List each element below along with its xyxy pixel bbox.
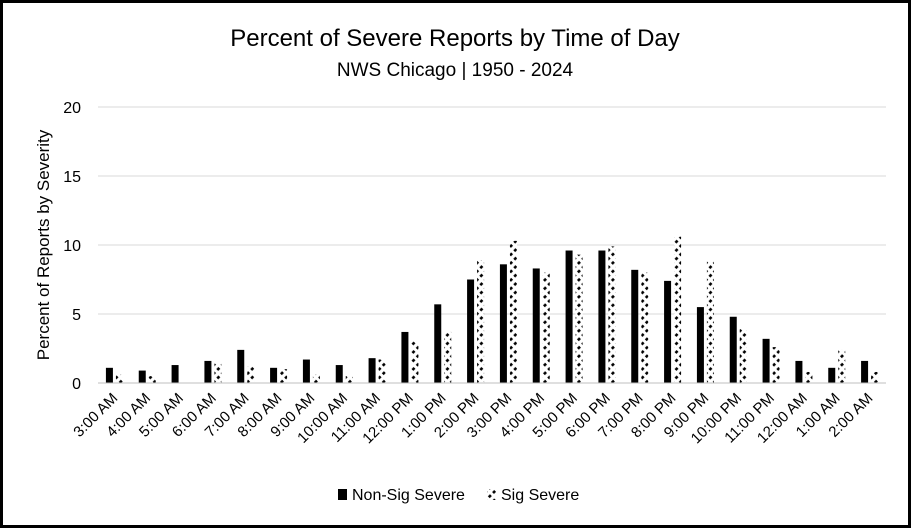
y-tick-label: 5 xyxy=(72,307,81,324)
bar-sig-19 xyxy=(739,329,747,383)
bar-non-sig-12 xyxy=(499,264,507,383)
bar-sig-16 xyxy=(641,272,649,383)
bar-sig-3 xyxy=(214,363,222,383)
bar-non-sig-15 xyxy=(598,250,606,383)
legend-label-non-sig: Non-Sig Severe xyxy=(352,487,465,504)
bar-chart: Percent of Severe Reports by Time of Day… xyxy=(34,25,886,504)
bar-non-sig-17 xyxy=(664,280,672,383)
bar-non-sig-8 xyxy=(368,358,376,383)
bar-non-sig-18 xyxy=(696,307,704,383)
bar-non-sig-2 xyxy=(171,365,179,383)
bar-sig-10 xyxy=(444,331,452,383)
bar-sig-21 xyxy=(805,371,813,383)
bar-sig-15 xyxy=(608,246,616,383)
legend-label-sig: Sig Severe xyxy=(501,487,579,504)
bar-sig-9 xyxy=(411,341,419,383)
bar-sig-11 xyxy=(477,260,485,383)
bar-non-sig-10 xyxy=(434,304,442,383)
bar-non-sig-13 xyxy=(532,268,540,383)
bar-non-sig-21 xyxy=(795,360,803,383)
y-tick-label: 15 xyxy=(63,169,81,186)
y-axis-label: Percent of Reports by Severity xyxy=(34,129,53,360)
chart-title: Percent of Severe Reports by Time of Day xyxy=(230,25,680,52)
chart-subtitle: NWS Chicago | 1950 - 2024 xyxy=(337,60,574,81)
bar-sig-8 xyxy=(378,359,386,383)
legend-swatch-sig xyxy=(487,489,496,500)
y-tick-label: 0 xyxy=(72,376,81,393)
bar-non-sig-23 xyxy=(861,360,869,383)
y-tick-label: 20 xyxy=(63,100,81,117)
bar-sig-22 xyxy=(838,349,846,383)
bar-non-sig-4 xyxy=(237,349,245,383)
bar-sig-12 xyxy=(509,240,517,383)
bar-sig-13 xyxy=(542,272,550,383)
bar-non-sig-3 xyxy=(204,360,212,383)
bar-non-sig-14 xyxy=(565,250,573,383)
bar-sig-18 xyxy=(706,261,714,383)
bar-sig-17 xyxy=(674,236,682,383)
bar-non-sig-0 xyxy=(105,367,113,383)
bar-sig-7 xyxy=(345,376,353,383)
bar-sig-5 xyxy=(280,369,288,383)
bar-non-sig-16 xyxy=(631,269,639,383)
bar-non-sig-9 xyxy=(401,331,409,383)
bar-sig-1 xyxy=(148,376,156,383)
bar-non-sig-20 xyxy=(762,338,770,383)
bar-non-sig-5 xyxy=(270,367,278,383)
bar-non-sig-1 xyxy=(138,370,146,383)
bar-sig-0 xyxy=(115,374,123,383)
y-tick-label: 10 xyxy=(63,238,81,255)
bar-non-sig-19 xyxy=(729,316,737,383)
bar-sig-20 xyxy=(772,347,780,383)
legend: Non-Sig Severe Sig Severe xyxy=(338,487,579,504)
bar-non-sig-7 xyxy=(335,365,343,383)
bar-sig-6 xyxy=(312,374,320,383)
bar-sig-14 xyxy=(575,254,583,383)
legend-swatch-non-sig xyxy=(338,489,347,500)
bar-sig-23 xyxy=(871,371,879,383)
bar-non-sig-22 xyxy=(828,367,836,383)
bar-non-sig-6 xyxy=(302,359,310,383)
bar-non-sig-11 xyxy=(467,279,475,383)
bar-sig-4 xyxy=(247,366,255,383)
